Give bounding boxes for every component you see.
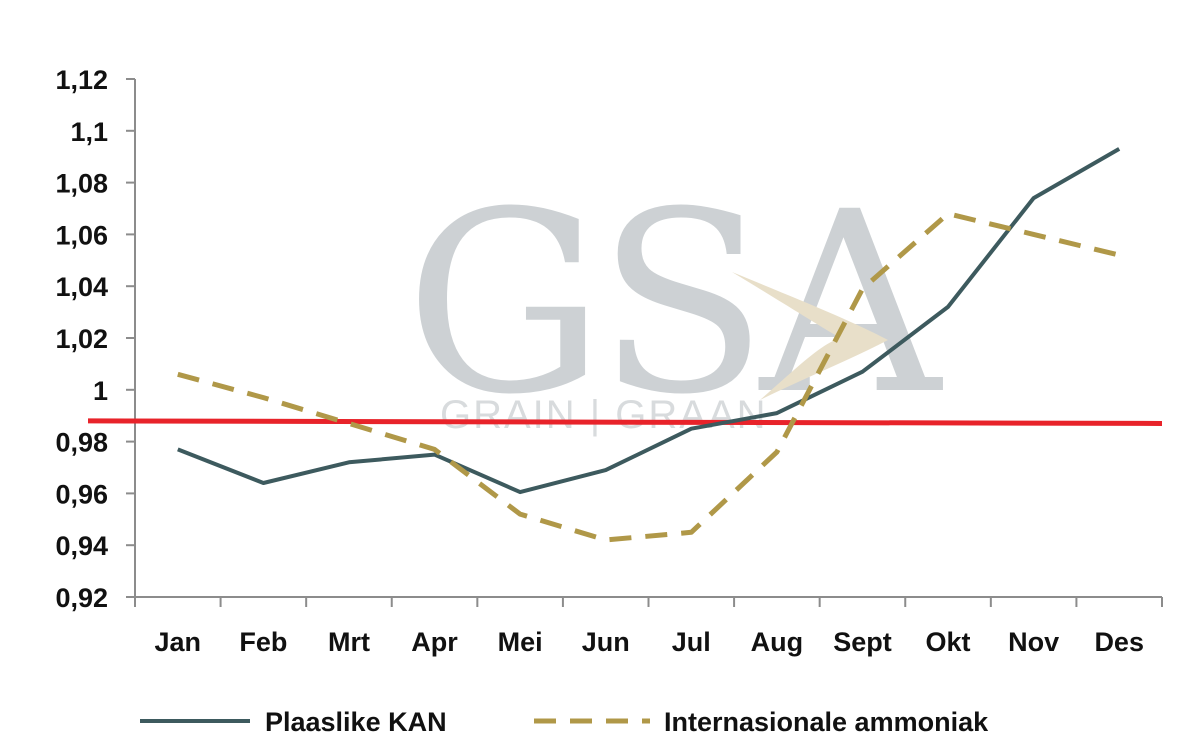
y-tick-label: 0,94 <box>55 531 108 561</box>
y-tick-label: 1,02 <box>55 324 108 354</box>
legend-label-internasionale-ammoniak: Internasionale ammoniak <box>664 707 989 737</box>
y-tick-label: 1,1 <box>70 117 108 147</box>
x-tick-label: Okt <box>926 627 971 657</box>
y-tick-label: 1,12 <box>55 65 108 95</box>
series-line-internasionale-ammoniak <box>177 211 1120 543</box>
x-tick-label: Jul <box>672 627 711 657</box>
watermark-chevron-icon <box>732 272 888 400</box>
x-tick-label: Feb <box>239 627 287 657</box>
y-tick-label: 0,96 <box>55 479 108 509</box>
reference-line <box>87 418 1163 426</box>
series-line-plaaslike-kan <box>177 147 1121 495</box>
x-tick-label: Nov <box>1008 627 1059 657</box>
y-tick-label: 0,92 <box>55 583 108 613</box>
x-tick-label: Aug <box>751 627 803 657</box>
x-tick-label: Apr <box>411 627 458 657</box>
y-tick-label: 1,08 <box>55 169 108 199</box>
y-tick-label: 1,06 <box>55 220 108 250</box>
y-tick-label: 1 <box>93 376 108 406</box>
legend-label-plaaslike-kan: Plaaslike KAN <box>265 707 447 737</box>
series-lines <box>177 147 1121 543</box>
x-tick-label: Sept <box>833 627 892 657</box>
x-axis-ticks: Jan Feb Mrt Apr Mei Jun Jul Aug Sept Okt Nov Des <box>134 597 1163 657</box>
watermark-tagline: GRAIN | GRAAN <box>440 393 768 437</box>
x-tick-label: Mei <box>498 627 543 657</box>
y-tick-label: 0,98 <box>55 428 108 458</box>
y-tick-label: 1,04 <box>55 272 108 302</box>
x-tick-label: Jan <box>155 627 202 657</box>
legend: Plaaslike KAN Internasionale ammoniak <box>140 707 989 737</box>
x-tick-label: Des <box>1094 627 1144 657</box>
x-tick-label: Mrt <box>328 627 370 657</box>
reference-line-group <box>87 418 1163 426</box>
gsa-watermark-logo: GSA GRAIN | GRAAN <box>405 158 951 449</box>
x-tick-label: Jun <box>582 627 630 657</box>
watermark-logo-text: GSA <box>405 158 943 449</box>
y-axis-ticks: 0,92 0,94 0,96 0,98 1 1,02 1,04 1,06 1,08 1,1 1,12 <box>55 65 135 613</box>
